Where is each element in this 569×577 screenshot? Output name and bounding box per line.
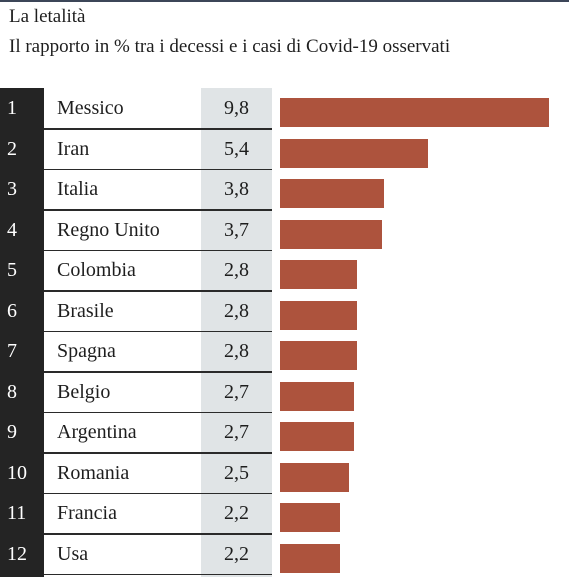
rank-label: 12 xyxy=(7,542,27,565)
rank-label: 5 xyxy=(7,259,17,281)
bar-iran xyxy=(280,138,429,168)
country-label: Italia xyxy=(57,178,99,200)
country-label: Argentina xyxy=(57,421,137,443)
value-label: 2,2 xyxy=(224,542,249,565)
country-label: Messico xyxy=(57,97,124,119)
country-label: Belgio xyxy=(57,380,111,403)
value-label: 2,7 xyxy=(224,380,249,403)
bar-romania xyxy=(280,462,349,492)
table-row: 10 Romania 2,5 xyxy=(0,453,569,494)
table-row: 3 Italia 3,8 xyxy=(0,169,569,211)
table-row: 7 Spagna 2,8 xyxy=(0,331,569,373)
row-divider xyxy=(44,371,272,373)
table-row: 8 Belgio 2,7 xyxy=(0,372,569,413)
value-label: 2,2 xyxy=(224,502,249,524)
row-divider xyxy=(44,168,272,170)
country-label: Iran xyxy=(57,137,90,160)
row-divider xyxy=(44,452,272,454)
country-label: Regno Unito xyxy=(57,218,160,241)
bar-argentina xyxy=(280,422,355,451)
value-label: 2,8 xyxy=(224,299,249,322)
row-divider xyxy=(44,492,272,494)
rank-label: 7 xyxy=(7,340,17,362)
table-row: 2 Iran 5,4 xyxy=(0,129,569,170)
bar-belgio xyxy=(280,381,355,411)
bar-francia xyxy=(280,503,341,532)
row-divider xyxy=(44,330,272,332)
row-divider xyxy=(44,249,272,251)
rank-column-background xyxy=(0,88,44,577)
table-row: 12 Usa 2,2 xyxy=(0,534,569,575)
bar-italia xyxy=(280,179,385,208)
country-label: Brasile xyxy=(57,299,114,322)
table-row: 6 Brasile 2,8 xyxy=(0,291,569,332)
chart-title: La letalità xyxy=(9,6,86,27)
bar-regno-unito xyxy=(280,219,382,249)
row-divider xyxy=(44,128,272,130)
value-label: 9,8 xyxy=(224,97,249,119)
value-label: 5,4 xyxy=(224,137,249,160)
row-divider xyxy=(44,573,272,575)
value-label: 2,8 xyxy=(224,340,249,362)
bar-spagna xyxy=(280,341,357,370)
row-divider xyxy=(44,411,272,413)
value-label: 2,5 xyxy=(224,461,249,484)
country-label: Romania xyxy=(57,461,130,484)
value-label: 3,7 xyxy=(224,218,249,241)
table-row: 9 Argentina 2,7 xyxy=(0,412,569,454)
table-row: 1 Messico 9,8 xyxy=(0,88,569,130)
value-label: 3,8 xyxy=(224,178,249,200)
row-divider xyxy=(44,290,272,292)
value-label: 2,8 xyxy=(224,259,249,281)
row-divider xyxy=(44,533,272,535)
rank-label: 9 xyxy=(7,421,17,443)
rank-label: 4 xyxy=(7,218,17,241)
row-divider xyxy=(44,209,272,211)
bar-messico xyxy=(280,98,549,127)
rank-label: 2 xyxy=(7,137,17,160)
bar-usa xyxy=(280,543,341,573)
rank-label: 10 xyxy=(7,461,27,484)
top-rule xyxy=(0,0,569,2)
table-row: 11 Francia 2,2 xyxy=(0,493,569,535)
country-label: Usa xyxy=(57,542,89,565)
table-row: 5 Colombia 2,8 xyxy=(0,250,569,292)
rank-label: 3 xyxy=(7,178,17,200)
bar-colombia xyxy=(280,260,357,289)
chart-subtitle: Il rapporto in % tra i decessi e i casi … xyxy=(9,36,451,57)
rank-label: 1 xyxy=(7,97,17,119)
rank-label: 8 xyxy=(7,380,17,403)
country-label: Francia xyxy=(57,502,117,524)
rank-label: 11 xyxy=(7,502,27,524)
country-label: Spagna xyxy=(57,340,116,362)
table-row: 4 Regno Unito 3,7 xyxy=(0,210,569,251)
value-label: 2,7 xyxy=(224,421,249,443)
rank-label: 6 xyxy=(7,299,17,322)
country-label: Colombia xyxy=(57,259,136,281)
bar-brasile xyxy=(280,300,357,330)
